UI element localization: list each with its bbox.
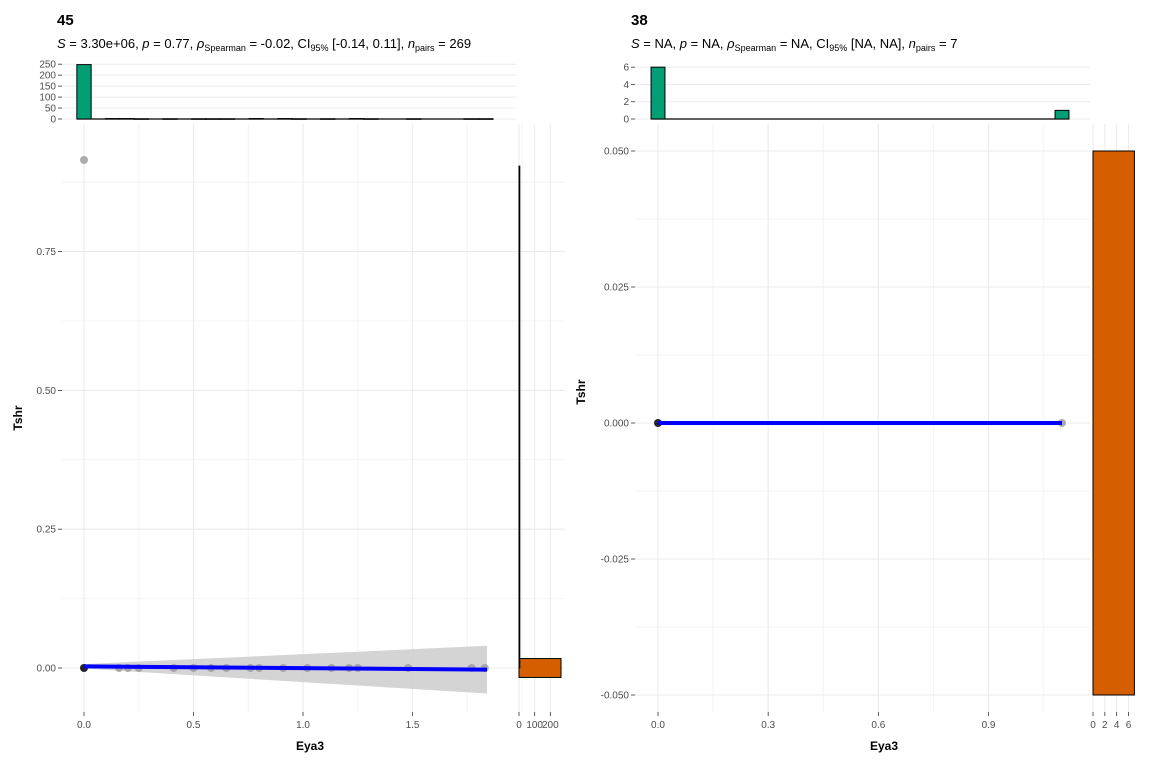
subtitle-part: pairs xyxy=(916,43,936,53)
x-axis-label: Eya3 xyxy=(296,739,324,753)
hist-bar xyxy=(76,64,92,120)
hist-tick-label: 6 xyxy=(623,63,629,74)
data-point xyxy=(80,156,88,164)
subtitle-part: Spearman xyxy=(735,43,777,53)
subtitle-part: ρ xyxy=(726,36,735,51)
subtitle-part: p xyxy=(679,36,687,51)
chart-title: 45 xyxy=(57,12,74,29)
y-tick-label: 0.050 xyxy=(604,147,629,158)
hist-bar xyxy=(363,118,379,120)
x-tick-label: 1.5 xyxy=(406,720,420,731)
x-tick-label: 0.5 xyxy=(187,720,201,731)
hist-bar xyxy=(650,66,666,120)
hist-bar xyxy=(406,118,422,120)
subtitle-part: = -0.02, CI xyxy=(246,36,311,51)
y-tick-label: 0.00 xyxy=(37,664,57,675)
subtitle-part: = NA, CI xyxy=(776,36,829,51)
hist-bar xyxy=(518,658,562,678)
hist-bar xyxy=(518,165,521,669)
subtitle-part: = 0.77, xyxy=(150,36,197,51)
hist-bar xyxy=(478,118,494,120)
x-tick-label: 0.3 xyxy=(761,720,775,731)
subtitle-part: 95% xyxy=(829,43,847,53)
regression-line xyxy=(83,664,488,672)
y-axis-label: Tshr xyxy=(574,379,588,404)
hist-bar xyxy=(191,118,207,120)
subtitle-part: Spearman xyxy=(204,43,246,53)
y-tick-label: 0.75 xyxy=(37,247,57,258)
hist-tick-label: 0 xyxy=(50,115,56,126)
chart-subtitle: S = NA, p = NA, ρSpearman = NA, CI95% [N… xyxy=(631,36,957,53)
chart-title: 38 xyxy=(631,12,648,29)
hist-tick-label: 0 xyxy=(516,720,522,731)
hist-bar xyxy=(162,118,178,120)
y-tick-label: -0.025 xyxy=(601,555,630,566)
hist-bar xyxy=(320,118,336,120)
x-tick-label: 0.6 xyxy=(871,720,885,731)
hist-bar xyxy=(205,118,221,120)
x-tick-label: 0.0 xyxy=(77,720,91,731)
hist-tick-label: 2 xyxy=(1102,720,1108,731)
subtitle-part: [-0.14, 0.11], xyxy=(329,36,408,51)
subtitle-part: = 3.30e+06, xyxy=(66,36,143,51)
subtitle-part: [NA, NA], xyxy=(847,36,908,51)
subtitle-part: n xyxy=(909,36,916,51)
main-grid xyxy=(62,124,565,712)
hist-bar xyxy=(133,118,150,120)
x-axis-label: Eya3 xyxy=(870,739,898,753)
hist-bar xyxy=(105,118,121,120)
hist-bar xyxy=(463,118,479,120)
hist-bar xyxy=(219,118,236,120)
hist-tick-label: 200 xyxy=(542,720,559,731)
y-tick-label: 0.000 xyxy=(604,419,629,430)
hist-bar xyxy=(291,118,307,120)
hist-tick-label: 4 xyxy=(623,80,629,91)
subtitle-part: 95% xyxy=(311,43,329,53)
panel-1: 45 S = 3.30e+06, p = 0.77, ρSpearman = -0… xyxy=(11,12,565,753)
hist-tick-label: 100 xyxy=(39,93,56,104)
hist-bar xyxy=(277,118,293,120)
hist-tick-label: 4 xyxy=(1114,720,1120,731)
subtitle-part: = NA, xyxy=(687,36,727,51)
hist-bar xyxy=(1054,109,1070,120)
hist-bar xyxy=(1092,150,1135,696)
x-marginal-histogram: 0 2 4 6 xyxy=(623,63,1090,126)
x-tick-label: 0.9 xyxy=(982,720,996,731)
x-tick-label: 0.0 xyxy=(651,720,665,731)
subtitle-part: p xyxy=(141,36,149,51)
subtitle-part: = 7 xyxy=(935,36,957,51)
hist-bar xyxy=(119,118,135,120)
subtitle-part: ρ xyxy=(196,36,205,51)
hist-tick-label: 6 xyxy=(1126,720,1132,731)
subtitle-part: = NA, xyxy=(640,36,680,51)
hist-tick-label: 0 xyxy=(623,115,629,126)
hist-tick-label: 200 xyxy=(39,71,56,82)
hist-tick-label: 150 xyxy=(39,82,56,93)
panel-2: 38 S = NA, p = NA, ρSpearman = NA, CI95% … xyxy=(574,12,1135,753)
hist-tick-label: 250 xyxy=(39,60,56,71)
subtitle-part: n xyxy=(408,36,415,51)
hist-tick-label: 2 xyxy=(623,97,629,108)
y-tick-label: -0.050 xyxy=(601,691,630,702)
x-tick-label: 1.0 xyxy=(296,720,310,731)
subtitle-part: = 269 xyxy=(435,36,472,51)
main-grid xyxy=(635,124,1090,712)
y-tick-label: 0.25 xyxy=(37,525,57,536)
hist-tick-label: 100 xyxy=(526,720,543,731)
hist-tick-label: 50 xyxy=(45,104,57,115)
y-axis-label: Tshr xyxy=(11,405,25,430)
hist-tick-label: 0 xyxy=(1090,720,1096,731)
y-tick-label: 0.025 xyxy=(604,283,629,294)
chart-subtitle: S = 3.30e+06, p = 0.77, ρSpearman = -0.0… xyxy=(57,36,471,53)
subtitle-part: S xyxy=(631,36,640,51)
hist-bar xyxy=(348,118,365,120)
y-tick-label: 0.50 xyxy=(37,386,57,397)
subtitle-part: S xyxy=(57,36,66,51)
hist-bar xyxy=(248,118,264,120)
subtitle-part: pairs xyxy=(415,43,435,53)
